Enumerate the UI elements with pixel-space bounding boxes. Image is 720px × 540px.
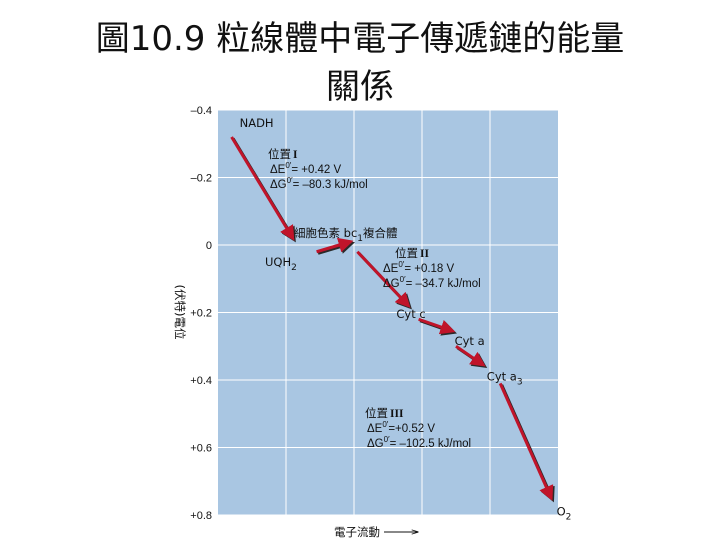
site-i-dg-value: = –80.3 kJ/mol: [293, 179, 368, 191]
flow-arrow-2: [356, 250, 411, 308]
site-i-de-value: = +0.42 V: [291, 164, 341, 176]
y-tick-label-6: +0.8: [190, 510, 212, 522]
y-tick-label-5: +0.6: [190, 443, 212, 455]
site-i-name: 位置: [268, 147, 291, 161]
site-ii-name: 位置: [395, 246, 418, 260]
site-ii-de-value: = +0.18 V: [404, 263, 454, 275]
y-tick-label-4: +0.4: [190, 375, 212, 387]
site-i-roman: I: [293, 149, 298, 161]
grid-lines: [218, 109, 558, 516]
site-iii-roman: III: [390, 408, 404, 420]
svg-text:ΔG0′= –34.7 kJ/mol: ΔG0′= –34.7 kJ/mol: [383, 275, 481, 290]
flow-arrow-0: [230, 136, 295, 241]
flow-arrow-5: [498, 382, 554, 501]
site-ii-roman: II: [420, 248, 429, 260]
flow-arrow-1: [316, 237, 354, 254]
site-ii-dg-value: = –34.7 kJ/mol: [406, 278, 481, 290]
flow-arrow-3: [418, 317, 456, 335]
site-ii-dg-symbol: ΔG: [383, 278, 400, 290]
figure-title-line-2: 關係: [326, 67, 394, 107]
y-tick-label-1: –0.2: [191, 173, 212, 185]
electron-flow-arrows: [230, 136, 555, 503]
carrier-labels: NADH UQH2 細胞色素 bc1複合體 Cyt c Cyt a Cyt a3 O2: [240, 116, 572, 523]
carrier-label-2: 細胞色素 bc1複合體: [294, 226, 398, 244]
y-tick-label-3: +0.2: [190, 308, 212, 320]
site-iii-name: 位置: [365, 406, 388, 420]
site-iii-de-value: =+0.52 V: [388, 423, 435, 435]
svg-text:ΔG0′= –80.3 kJ/mol: ΔG0′= –80.3 kJ/mol: [270, 176, 368, 191]
carrier-label-6: O2: [557, 505, 572, 523]
y-tick-label-0: –0.4: [191, 105, 212, 117]
site-ii-de-symbol: ΔE: [383, 263, 399, 275]
svg-text:ΔE0′=+0.52 V: ΔE0′=+0.52 V: [367, 420, 435, 435]
carrier-label-1: UQH2: [265, 255, 297, 273]
carrier-label-0: NADH: [240, 116, 274, 130]
svg-text:位置I: 位置 I: [268, 147, 298, 161]
y-tick-label-2: 0: [206, 240, 212, 252]
site-iii-dg-symbol: ΔG: [367, 438, 384, 450]
site-iii-annotation: 位置 III ΔE0′=+0.52 V ΔG0′= –102.5 kJ/mol: [365, 406, 471, 450]
site-i-dg-symbol: ΔG: [270, 179, 287, 191]
svg-text:ΔG0′= –102.5 kJ/mol: ΔG0′= –102.5 kJ/mol: [367, 435, 471, 450]
x-axis-label: 電子流動: [334, 525, 380, 539]
flow-arrow-4: [455, 345, 486, 367]
site-i-de-symbol: ΔE: [270, 164, 286, 176]
carrier-label-5: Cyt a3: [487, 370, 523, 388]
carrier-label-3: Cyt c: [396, 307, 425, 321]
site-i-annotation: 位置 I ΔE0′= +0.42 V ΔG0′= –80.3 kJ/mol: [268, 147, 368, 191]
site-iii-dg-value: = –102.5 kJ/mol: [390, 438, 472, 450]
y-axis-ticks: –0.4 –0.2 0 +0.2 +0.4 +0.6 +0.8: [190, 105, 212, 522]
svg-text:ΔE0′= +0.18 V: ΔE0′= +0.18 V: [383, 260, 455, 275]
figure-title-line-1: 圖10.9 粒線體中電子傳遞鏈的能量: [95, 19, 625, 59]
carrier-label-4: Cyt a: [455, 334, 485, 348]
site-iii-de-symbol: ΔE: [367, 423, 383, 435]
y-axis-label: (伏特)電位: [173, 285, 187, 340]
site-ii-annotation: 位置 II ΔE0′= +0.18 V ΔG0′= –34.7 kJ/mol: [383, 246, 481, 290]
svg-text:ΔE0′= +0.42 V: ΔE0′= +0.42 V: [270, 161, 342, 176]
